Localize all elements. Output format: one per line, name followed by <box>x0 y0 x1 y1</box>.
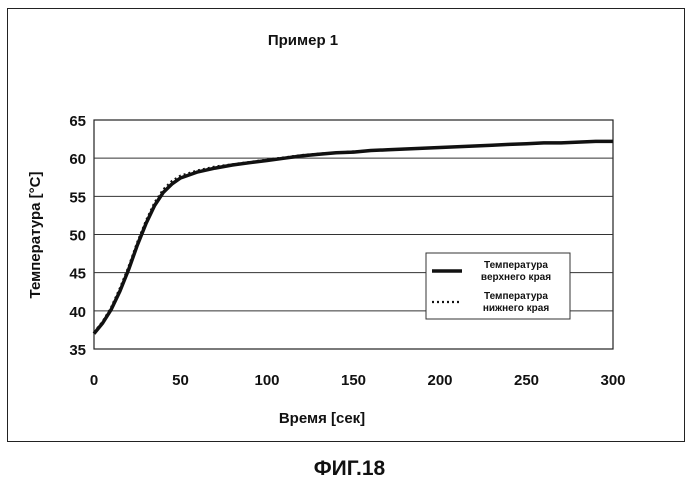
y-tick-label: 40 <box>69 304 86 321</box>
series-line-2 <box>93 140 613 333</box>
x-tick-label: 250 <box>514 372 539 389</box>
y-tick-label: 50 <box>69 228 86 245</box>
x-tick-label: 0 <box>90 372 98 389</box>
series-lines <box>92 139 613 335</box>
x-tick-label: 150 <box>341 372 366 389</box>
legend-label-1: Температура верхнего края <box>481 260 551 283</box>
legend-box <box>425 252 571 320</box>
y-tick-label: 45 <box>69 266 86 283</box>
y-tick-label: 35 <box>69 342 86 359</box>
x-axis-label: Время [сек] <box>279 410 365 427</box>
y-axis-label: Температура [°C] <box>27 172 44 299</box>
figure-label: ФИГ.18 <box>313 457 386 480</box>
legend-label-2: Температура нижнего края <box>483 291 549 314</box>
x-tick-label: 200 <box>427 372 452 389</box>
figure-frame <box>7 8 685 442</box>
chart: Пример 1 35 40 45 50 55 60 65 0 50 100 150 200 250 3… <box>27 32 626 427</box>
x-tick-label: 300 <box>600 372 625 389</box>
y-tick-labels: 35 40 45 50 55 60 65 <box>69 113 86 359</box>
y-tick-label: 55 <box>69 189 86 206</box>
y-tick-label: 60 <box>69 151 86 168</box>
y-tick-label: 65 <box>69 113 86 130</box>
chart-title: Пример 1 <box>268 32 338 49</box>
x-tick-label: 50 <box>172 372 189 389</box>
x-tick-label: 100 <box>254 372 279 389</box>
legend: Температура верхнего края Температура нижн… <box>425 252 571 320</box>
x-tick-labels: 0 50 100 150 200 250 300 <box>90 372 626 389</box>
